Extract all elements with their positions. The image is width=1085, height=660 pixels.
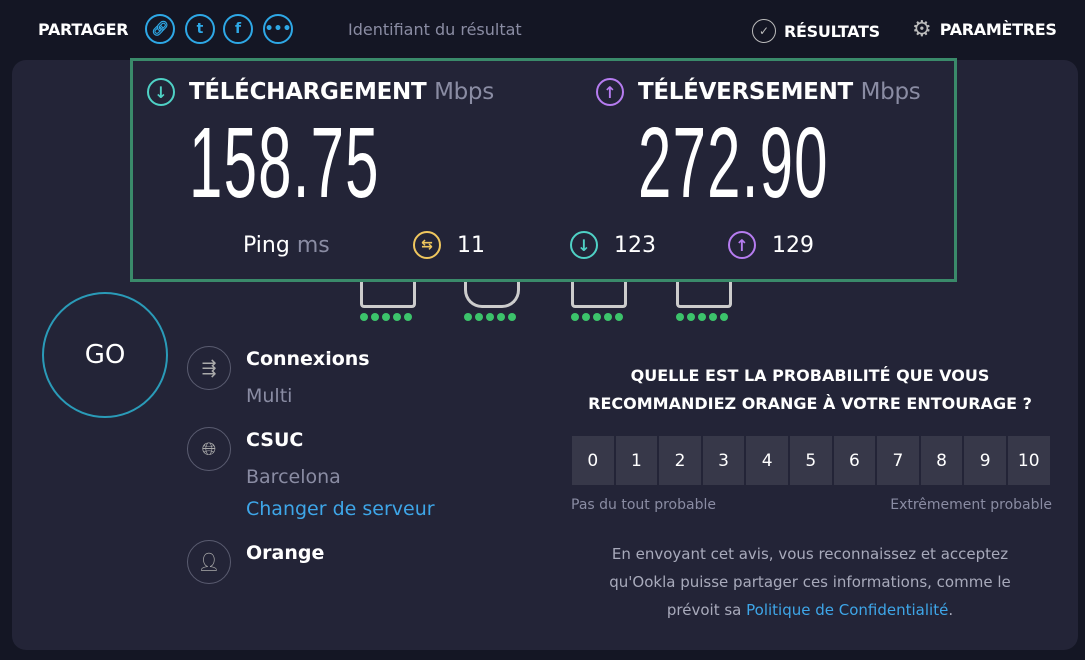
legal-line: qu'Ookla puisse partager ces information… <box>609 573 1011 591</box>
browsing-icon <box>360 282 416 308</box>
nps-scale: 0 1 2 3 4 5 6 7 8 9 10 <box>572 436 1050 485</box>
user-icon: 👤︎ <box>187 540 231 584</box>
nps-high-label: Extrêmement probable <box>890 497 1052 513</box>
download-header: ↓ TÉLÉCHARGEMENT Mbps <box>147 78 494 106</box>
globe-icon: 🌐︎ <box>187 427 231 471</box>
rating-dots <box>360 313 416 321</box>
check-circle-icon: ✓ <box>752 19 776 43</box>
go-button[interactable]: GO <box>42 292 168 418</box>
upload-arrow-icon: ↑ <box>596 78 624 106</box>
settings-label: PARAMÈTRES <box>939 20 1057 39</box>
more-icon[interactable]: ••• <box>263 14 293 44</box>
nps-option-6[interactable]: 6 <box>833 436 876 485</box>
nps-option-1[interactable]: 1 <box>615 436 658 485</box>
download-label: TÉLÉCHARGEMENT <box>189 79 427 105</box>
upload-label: TÉLÉVERSEMENT <box>638 79 853 105</box>
ping-idle-value: 11 <box>457 232 485 258</box>
download-arrow-icon: ↓ <box>147 78 175 106</box>
speed-results-panel: ↓ TÉLÉCHARGEMENT Mbps 158.75 ↑ TÉLÉVERSE… <box>130 58 957 282</box>
survey-question-line: RECOMMANDIEZ ORANGE À VOTRE ENTOURAGE ? <box>588 394 1032 413</box>
legal-line: En envoyant cet avis, vous reconnaissez … <box>611 545 1009 563</box>
result-id-label: Identifiant du résultat <box>348 20 522 39</box>
nps-option-9[interactable]: 9 <box>964 436 1006 485</box>
nps-option-0[interactable]: 0 <box>572 436 614 485</box>
nps-option-3[interactable]: 3 <box>702 436 745 485</box>
nps-low-label: Pas du tout probable <box>571 497 716 513</box>
link-icon[interactable]: 🔗︎ <box>145 14 175 44</box>
gear-icon: ⚙ <box>912 17 932 42</box>
server-name: CSUC <box>246 429 304 451</box>
nps-option-5[interactable]: 5 <box>789 436 832 485</box>
connections-value[interactable]: Multi <box>246 385 293 407</box>
twitter-icon[interactable]: t <box>185 14 215 44</box>
change-server-link[interactable]: Changer de serveur <box>246 498 435 520</box>
survey-question-line: QUELLE EST LA PROBABILITÉ QUE VOUS <box>630 366 990 385</box>
privacy-policy-link[interactable]: Politique de Confidentialité <box>746 601 949 619</box>
device-browsing <box>360 282 416 321</box>
download-unit: Mbps <box>434 79 494 105</box>
video-call-icon <box>676 282 732 308</box>
legal-end: . <box>948 601 954 619</box>
upload-value: 272.90 <box>638 107 829 219</box>
ping-upload: ↑ 129 <box>728 231 814 259</box>
nps-option-8[interactable]: 8 <box>920 436 963 485</box>
nps-option-7[interactable]: 7 <box>877 436 919 485</box>
nps-option-10[interactable]: 10 <box>1007 436 1050 485</box>
device-gaming <box>464 282 520 321</box>
rating-dots <box>676 313 732 321</box>
download-value: 158.75 <box>189 107 380 219</box>
upload-header: ↑ TÉLÉVERSEMENT Mbps <box>596 78 921 106</box>
legal-text: En envoyant cet avis, vous reconnaissez … <box>560 540 1060 624</box>
ping-download-value: 123 <box>614 232 656 258</box>
ping-idle: ⇆ 11 <box>413 231 485 259</box>
server-location: Barcelona <box>246 466 341 488</box>
facebook-icon[interactable]: f <box>223 14 253 44</box>
connections-label: Connexions <box>246 348 370 370</box>
download-arrow-icon: ↓ <box>570 231 598 259</box>
legal-line: prévoit sa <box>666 601 742 619</box>
nps-option-2[interactable]: 2 <box>659 436 701 485</box>
device-streaming <box>571 282 627 321</box>
ping-download: ↓ 123 <box>570 231 656 259</box>
ping-idle-icon: ⇆ <box>413 231 441 259</box>
ping-text: Ping <box>243 233 290 258</box>
streaming-icon <box>571 282 627 308</box>
nps-option-4[interactable]: 4 <box>746 436 788 485</box>
rating-dots <box>464 313 520 321</box>
results-button[interactable]: ✓ RÉSULTATS <box>752 19 880 43</box>
ping-upload-value: 129 <box>772 232 814 258</box>
upload-unit: Mbps <box>860 79 921 105</box>
isp-name: Orange <box>246 542 325 564</box>
device-video-call <box>676 282 732 321</box>
results-label: RÉSULTATS <box>784 21 880 41</box>
settings-button[interactable]: ⚙ PARAMÈTRES <box>912 17 1057 42</box>
share-label: PARTAGER <box>38 20 129 39</box>
connections-icon: ⇶ <box>187 346 231 390</box>
upload-arrow-icon: ↑ <box>728 231 756 259</box>
survey-question: QUELLE EST LA PROBABILITÉ QUE VOUS RECOM… <box>560 362 1060 418</box>
ping-unit: ms <box>296 233 330 258</box>
rating-dots <box>571 313 627 321</box>
gaming-icon <box>464 282 520 308</box>
ping-label: Ping ms <box>243 233 330 258</box>
